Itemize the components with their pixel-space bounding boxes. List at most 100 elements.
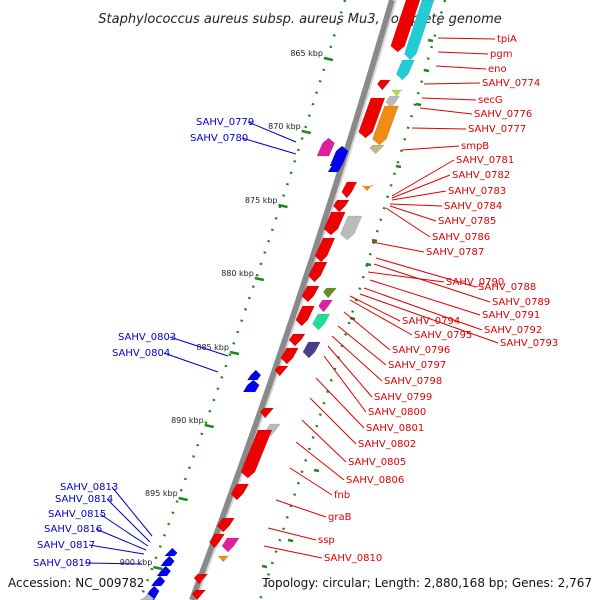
feature-dash: [427, 38, 434, 43]
reverse-gene-label: SAHV_0806: [346, 475, 404, 486]
kbp-tick-label: 865 kbp: [290, 49, 323, 58]
reverse-gene-feature: [322, 287, 338, 299]
reverse-gene-label: SAHV_0774: [482, 78, 540, 89]
reverse-gene-feature: [314, 237, 336, 263]
reverse-label-leader: [391, 159, 455, 197]
map-title: Staphylococcus aureus subsp. aureus Mu3,…: [98, 12, 502, 27]
reverse-gene-label: SAHV_0802: [358, 439, 416, 450]
kbp-tick-mark: [301, 129, 312, 135]
reverse-gene-label: SAHV_0796: [392, 345, 450, 356]
reverse-label-leader: [375, 257, 477, 288]
reverse-label-leader: [301, 419, 347, 463]
reverse-gene-feature: [301, 285, 320, 303]
reverse-gene-label: ssp: [318, 535, 335, 546]
reverse-label-leader: [295, 441, 345, 481]
reverse-label-leader: [389, 205, 437, 222]
forward-gene-label: SAHV_0814: [55, 494, 113, 505]
reverse-gene-label: SAHV_0799: [374, 392, 432, 403]
kbp-tick-mark: [204, 423, 214, 429]
reverse-gene-label: SAHV_0781: [456, 155, 514, 166]
reverse-gene-feature: [209, 533, 226, 549]
forward-gene-feature: [242, 379, 260, 393]
forward-label-leader: [247, 121, 297, 143]
reverse-label-leader: [267, 527, 317, 541]
kbp-tick-mark: [323, 56, 334, 62]
reverse-gene-feature: [339, 215, 363, 241]
reverse-label-leader: [371, 241, 425, 253]
forward-gene-label: SAHV_0817: [37, 540, 95, 551]
accession-label: Accession: NC_009782: [8, 576, 144, 590]
forward-label-leader: [111, 486, 153, 537]
reverse-gene-feature: [216, 517, 235, 533]
reverse-gene-label: SAHV_0785: [438, 216, 496, 227]
kbp-tick-mark: [229, 350, 240, 356]
reverse-gene-feature: [259, 407, 275, 419]
reverse-gene-label: SAHV_0794: [402, 316, 460, 327]
reverse-gene-label: SAHV_0810: [324, 553, 382, 564]
reverse-gene-label: SAHV_0777: [468, 124, 526, 135]
reverse-label-leader: [369, 279, 481, 316]
forward-gene-feature: [160, 555, 175, 567]
reverse-gene-label: SAHV_0801: [366, 423, 424, 434]
reverse-label-leader: [421, 97, 477, 101]
forward-gene-label: SAHV_0779: [196, 117, 254, 128]
kbp-tick-label: 895 kbp: [145, 489, 178, 498]
reverse-gene-feature: [396, 59, 415, 81]
reverse-gene-feature: [376, 79, 391, 91]
reverse-label-leader: [349, 299, 413, 336]
forward-gene-label: SAHV_0803: [118, 332, 176, 343]
reverse-gene-feature: [390, 89, 404, 97]
kbp-tick-mark: [153, 565, 163, 571]
reverse-gene-feature: [308, 261, 328, 283]
forward-gene-label: SAHV_0815: [48, 509, 106, 520]
reverse-gene-feature: [221, 537, 240, 553]
feature-dash: [423, 68, 430, 73]
forward-label-leader: [241, 137, 297, 155]
feature-dash: [261, 564, 268, 569]
feature-dash: [395, 164, 402, 169]
reverse-gene-feature: [312, 313, 331, 331]
reverse-gene-label: SAHV_0792: [484, 325, 542, 336]
reverse-gene-label: SAHV_0800: [368, 407, 426, 418]
reverse-gene-feature: [323, 211, 346, 236]
reverse-gene-feature: [302, 341, 321, 359]
reverse-label-leader: [343, 311, 391, 351]
reverse-label-leader: [309, 397, 357, 445]
kbp-tick-label: 880 kbp: [221, 269, 254, 278]
forward-gene-label: SAHV_0816: [44, 524, 102, 535]
reverse-gene-label: SAHV_0784: [444, 201, 502, 212]
kbp-tick-mark: [178, 496, 188, 502]
reverse-gene-feature: [240, 429, 273, 479]
inner-dotted-arc: [138, 0, 347, 600]
feature-dash: [365, 262, 372, 267]
feature-dash: [415, 102, 422, 107]
reverse-gene-label: SAHV_0789: [492, 297, 550, 308]
forward-gene-label: SAHV_0780: [190, 133, 248, 144]
genome-backbone-highlight: [195, 0, 397, 600]
forward-label-leader: [169, 336, 229, 357]
reverse-gene-label: SAHV_0783: [448, 186, 506, 197]
reverse-gene-label: SAHV_0776: [474, 109, 532, 120]
reverse-label-leader: [363, 287, 483, 331]
reverse-gene-label: tpiA: [497, 34, 517, 45]
reverse-label-leader: [411, 127, 467, 130]
reverse-label-leader: [323, 355, 367, 413]
reverse-label-leader: [385, 207, 431, 238]
kbp-tick-label: 900 kbp: [120, 558, 153, 567]
topology-label: Topology: circular; Length: 2,880,168 bp…: [261, 576, 592, 590]
reverse-gene-label: smpB: [461, 141, 489, 152]
gene-feature-layer: [139, 0, 435, 600]
reverse-gene-label: SAHV_0791: [482, 310, 540, 321]
label-leader-layer: [84, 37, 499, 565]
reverse-gene-label: fnb: [334, 490, 350, 501]
reverse-label-leader: [275, 499, 327, 518]
forward-gene-feature: [163, 547, 178, 557]
reverse-gene-feature: [193, 573, 209, 585]
kbp-tick-layer: 865 kbp 870 kbp 875 kbp 880 kbp 885 kbp 890 k…: [120, 49, 334, 571]
reverse-label-leader: [437, 51, 489, 55]
genome-backbone: [189, 0, 395, 600]
reverse-gene-feature: [385, 95, 400, 109]
reverse-gene-feature: [332, 199, 350, 213]
forward-gene-label: SAHV_0804: [112, 348, 170, 359]
